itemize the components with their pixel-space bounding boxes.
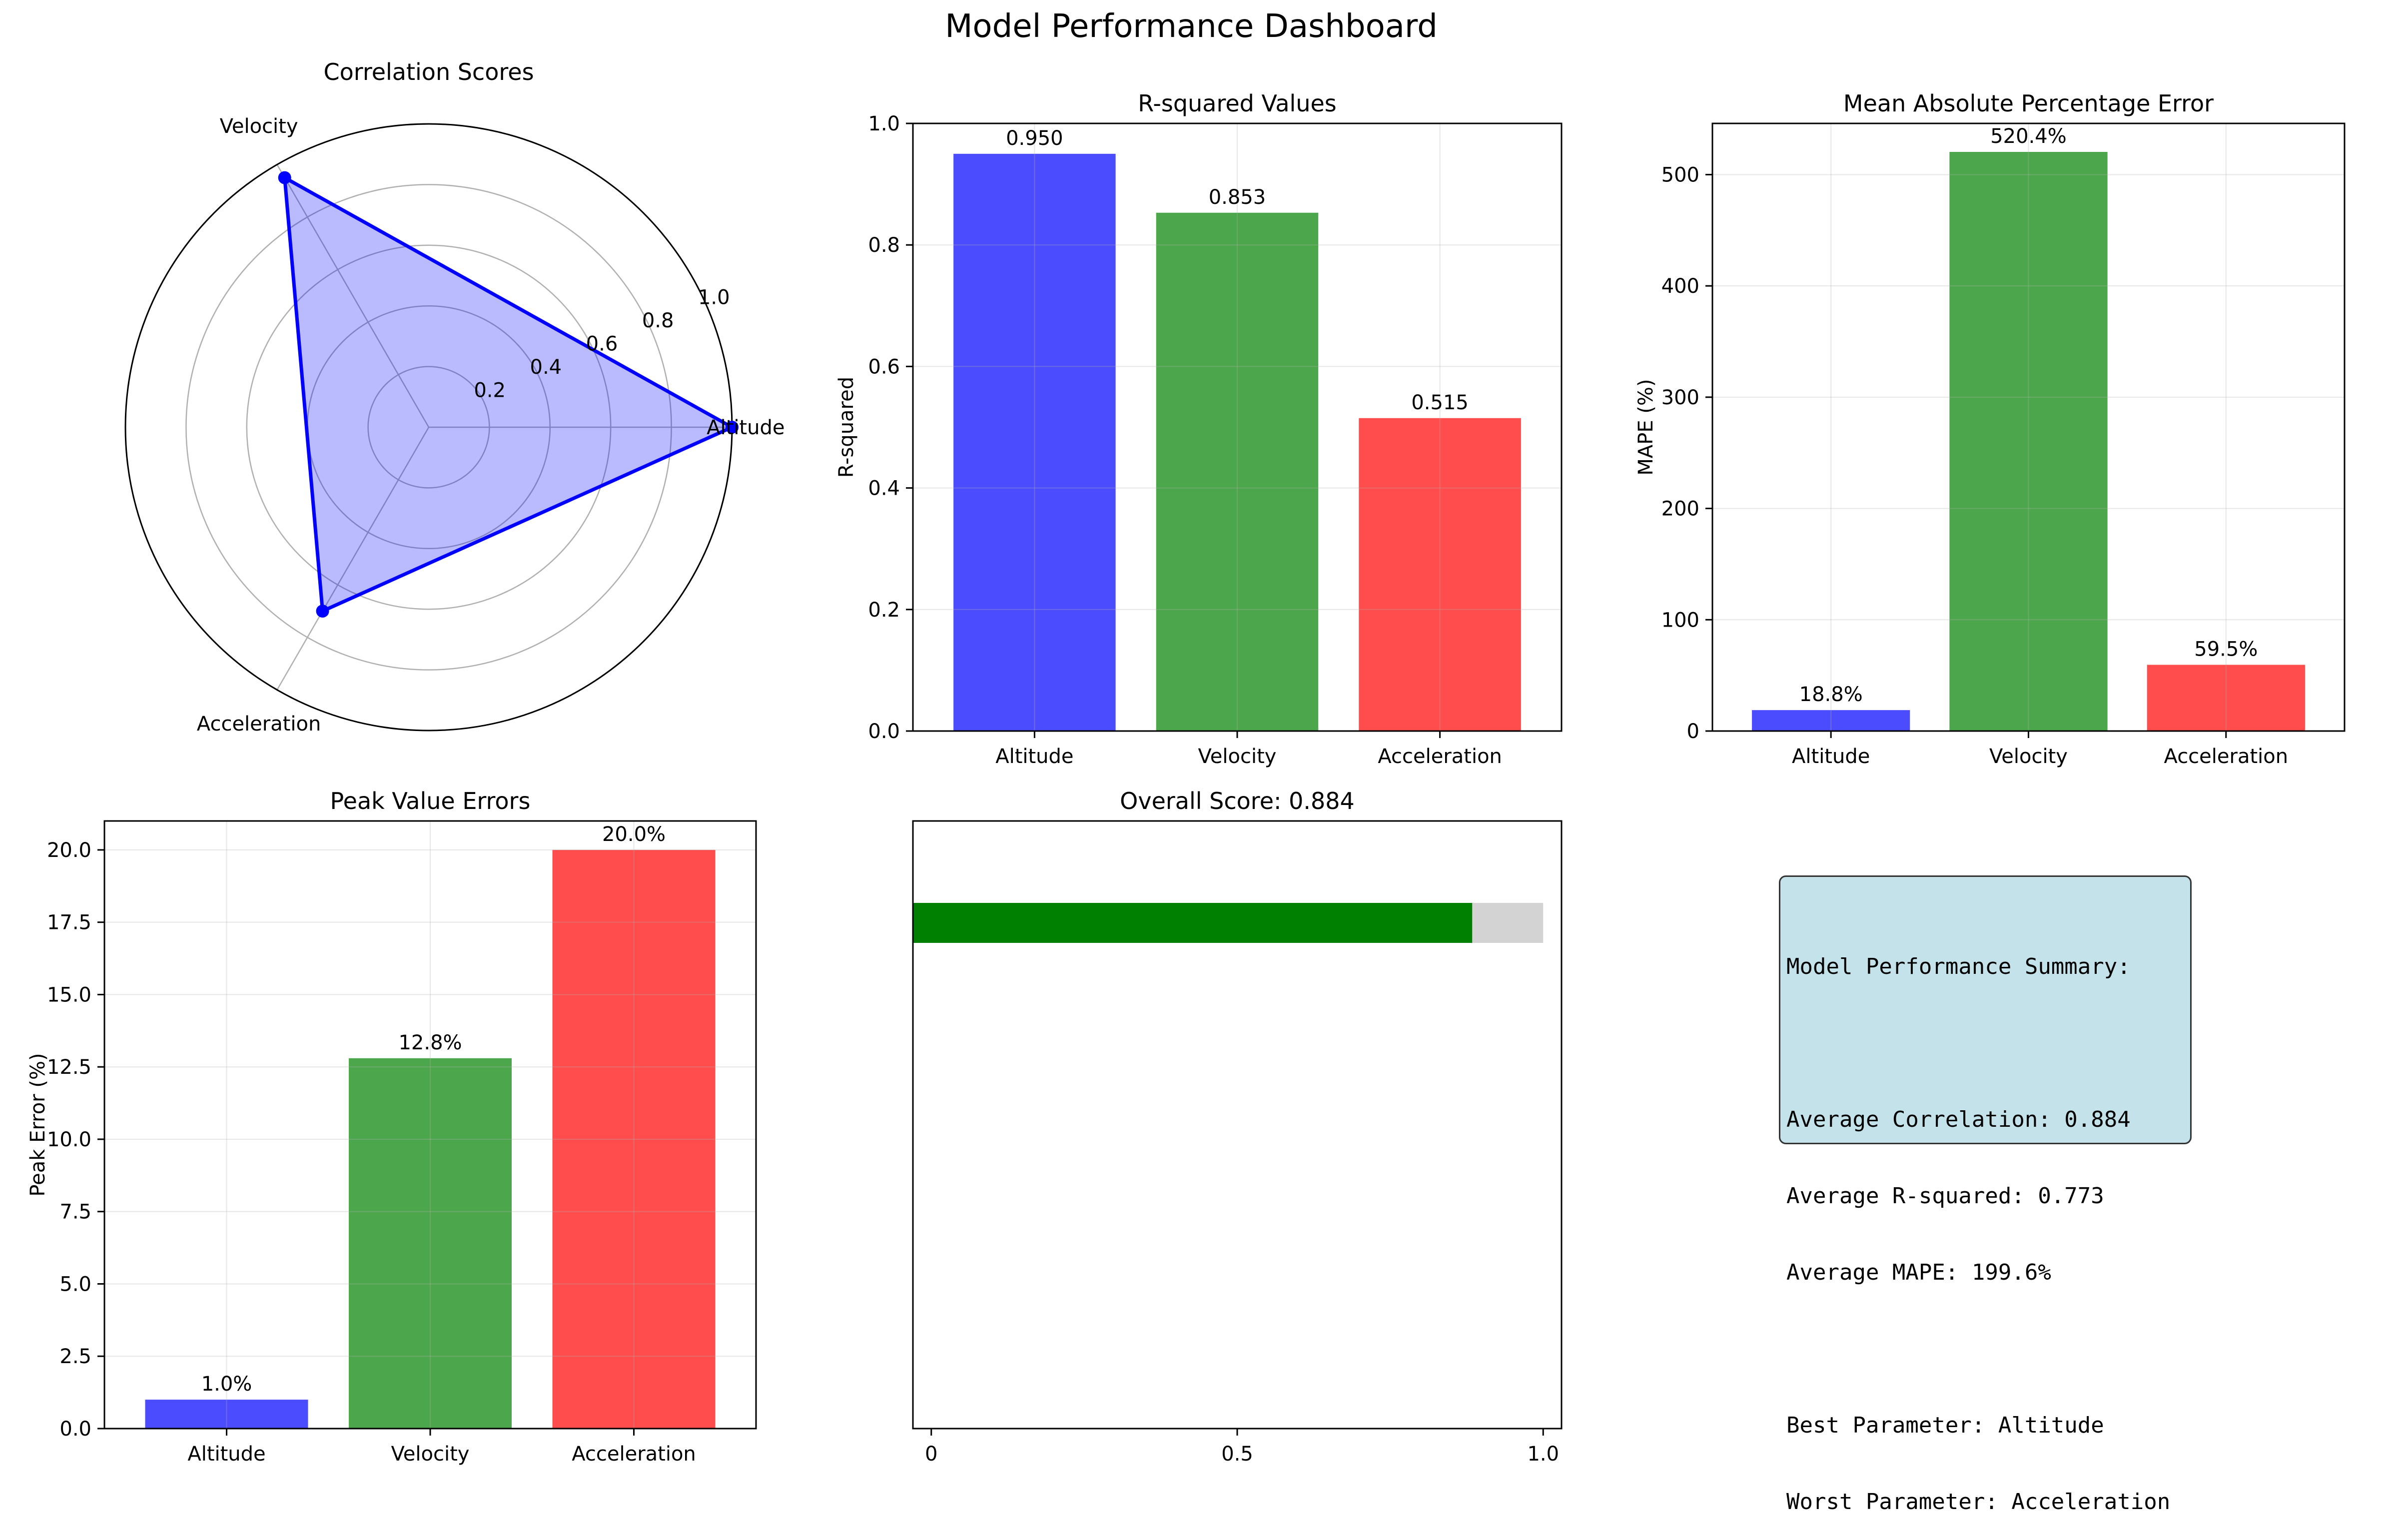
y-tick-label: 100 — [1661, 609, 1699, 632]
x-tick-label: Altitude — [995, 745, 1073, 768]
data-label: 12.8% — [398, 1031, 462, 1054]
grid-spoke — [276, 427, 430, 691]
data-label: 0.515 — [1411, 391, 1469, 414]
category-label: Velocity — [220, 115, 298, 138]
y-tick-label: 400 — [1661, 275, 1699, 298]
chart-title: R-squared Values — [1138, 90, 1337, 117]
y-tick-label: 20.0 — [47, 839, 91, 862]
chart-title: Mean Absolute Percentage Error — [1843, 90, 2214, 117]
radial-tick-label: 0.4 — [530, 356, 562, 379]
x-tick-label: Velocity — [391, 1443, 470, 1466]
y-tick-label: 200 — [1661, 498, 1699, 521]
y-tick-label: 0.8 — [868, 234, 900, 257]
dashboard-title: Model Performance Dashboard — [945, 8, 1438, 45]
r-squared-chart: R-squared Values 0.0 0.2 0.4 0.6 0.8 1.0 Altitu… — [835, 90, 1563, 768]
radar-chart: Correlation Scores 0.2 0.4 0.6 0.8 1.0 Altitud… — [124, 58, 785, 736]
bar — [1949, 152, 2108, 731]
bar — [349, 1058, 512, 1429]
bar — [953, 153, 1116, 731]
summary-line: Worst Parameter: Acceleration — [1786, 1489, 2171, 1515]
y-tick-label: 1.0 — [868, 112, 900, 135]
y-tick-label: 15.0 — [47, 983, 91, 1006]
x-tick-label: Acceleration — [2164, 745, 2289, 768]
summary-line: Average Correlation: 0.884 — [1786, 1107, 2131, 1132]
summary-line: Average MAPE: 199.6% — [1786, 1260, 2051, 1285]
mape-chart: Mean Absolute Percentage Error 0 100 200 300… — [1634, 90, 2346, 768]
chart-title: Correlation Scores — [323, 58, 534, 85]
x-tick-label: Altitude — [1792, 745, 1870, 768]
overall-score-chart: Overall Score: 0.884 0 0.5 1.0 — [912, 787, 1563, 1466]
radial-tick-label: 0.2 — [474, 379, 506, 402]
series-area — [283, 176, 734, 613]
summary-line: Average R-squared: 0.773 — [1786, 1183, 2104, 1209]
y-tick-label: 5.0 — [59, 1273, 91, 1296]
bar — [2147, 665, 2305, 731]
x-tick-label: Acceleration — [572, 1443, 696, 1466]
x-tick-label: Velocity — [1989, 745, 2068, 768]
data-label: 0.950 — [1006, 127, 1063, 150]
y-tick-label: 0.2 — [868, 599, 900, 622]
radial-tick-label: 1.0 — [698, 286, 730, 309]
y-axis-label: Peak Error (%) — [26, 1053, 49, 1196]
x-tick-label: Acceleration — [1378, 745, 1502, 768]
data-point — [726, 421, 739, 434]
data-label: 18.8% — [1799, 683, 1863, 706]
data-label: 1.0% — [201, 1373, 252, 1396]
summary-line — [1786, 1336, 2190, 1362]
y-tick-label: 7.5 — [59, 1201, 91, 1224]
y-axis-label: R-squared — [835, 377, 858, 478]
data-label: 20.0% — [602, 823, 666, 846]
y-tick-label: 12.5 — [47, 1056, 91, 1079]
peak-error-chart: Peak Value Errors 0.0 2.5 5.0 7.5 10.0 12.5 15.… — [26, 787, 757, 1466]
y-tick-label: 0.4 — [868, 477, 900, 500]
bar — [1156, 212, 1319, 732]
y-tick-label: 2.5 — [59, 1345, 91, 1368]
x-tick-label: 1.0 — [1527, 1443, 1559, 1466]
y-tick-label: 17.5 — [47, 911, 91, 934]
category-label: Altitude — [707, 416, 785, 439]
grid-spoke — [276, 164, 430, 428]
y-tick-label: 0.0 — [868, 720, 900, 743]
bar — [1752, 710, 1910, 731]
summary-line: Best Parameter: Altitude — [1786, 1413, 2104, 1438]
y-tick-label: 10.0 — [47, 1128, 91, 1151]
x-tick-label: 0.5 — [1221, 1443, 1253, 1466]
radial-tick-label: 0.6 — [586, 333, 618, 356]
y-tick-label: 0 — [1687, 720, 1699, 743]
x-tick-label: 0 — [925, 1443, 937, 1466]
data-label: 0.853 — [1209, 186, 1266, 209]
score-bar — [913, 903, 1473, 943]
y-tick-label: 0.6 — [868, 355, 900, 378]
y-axis-label: MAPE (%) — [1634, 379, 1657, 475]
dashboard-canvas: Model Performance Dashboard Correlation … — [26, 8, 2346, 1466]
y-tick-label: 0.0 — [59, 1418, 91, 1441]
bar — [552, 849, 716, 1429]
data-label: 59.5% — [2194, 638, 2258, 661]
summary-line: Model Performance Summary: — [1786, 954, 2131, 979]
bar — [145, 1400, 308, 1429]
radial-tick-label: 0.8 — [642, 309, 674, 332]
category-label: Acceleration — [197, 713, 321, 736]
chart-title: Peak Value Errors — [330, 787, 531, 814]
x-tick-label: Altitude — [187, 1443, 265, 1466]
bar — [1359, 418, 1521, 731]
x-tick-label: Velocity — [1198, 745, 1277, 768]
summary-box: Model Performance Summary: Average Corre… — [1779, 875, 2192, 1515]
y-tick-label: 500 — [1661, 163, 1699, 186]
y-tick-label: 300 — [1661, 386, 1699, 409]
data-point — [278, 171, 291, 184]
summary-line — [1786, 1030, 2190, 1056]
chart-title: Overall Score: 0.884 — [1120, 787, 1355, 814]
data-point — [316, 604, 329, 618]
data-label: 520.4% — [1990, 125, 2067, 148]
